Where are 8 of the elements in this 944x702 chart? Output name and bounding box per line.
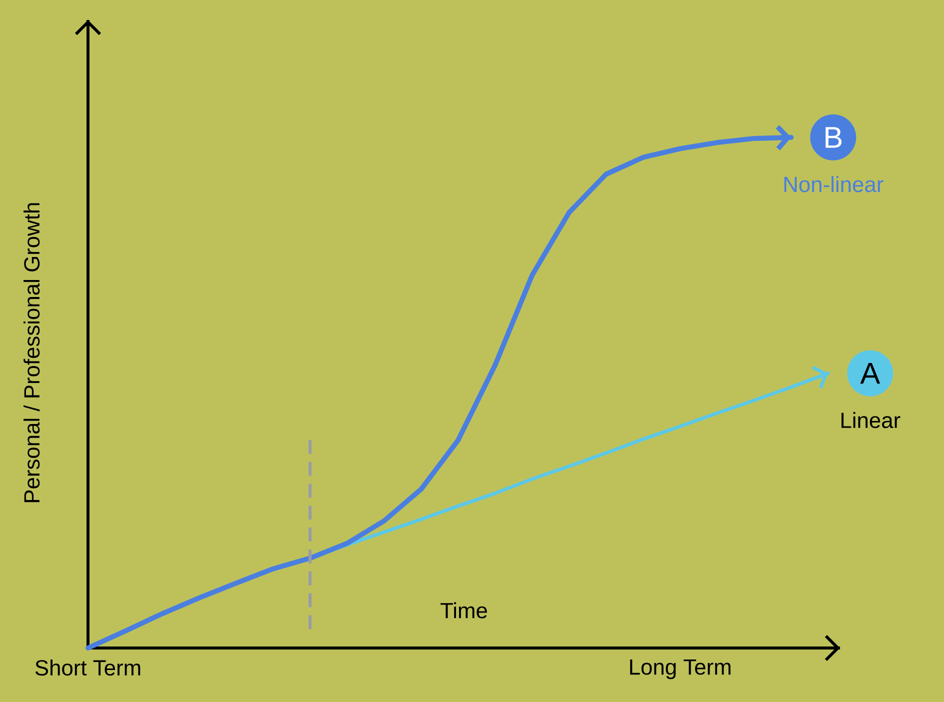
x-tick-label: Long Term [630, 660, 730, 680]
legend-label: Linear [842, 412, 900, 428]
legend-label: Non-linear [784, 176, 884, 192]
x-tick-label: Short Term [35, 659, 140, 676]
text: A [860, 363, 880, 384]
y-axis-title: Personal / Professional Growth [24, 203, 40, 502]
x-axis-title: Time [440, 602, 487, 618]
annotation: B [826, 127, 842, 148]
